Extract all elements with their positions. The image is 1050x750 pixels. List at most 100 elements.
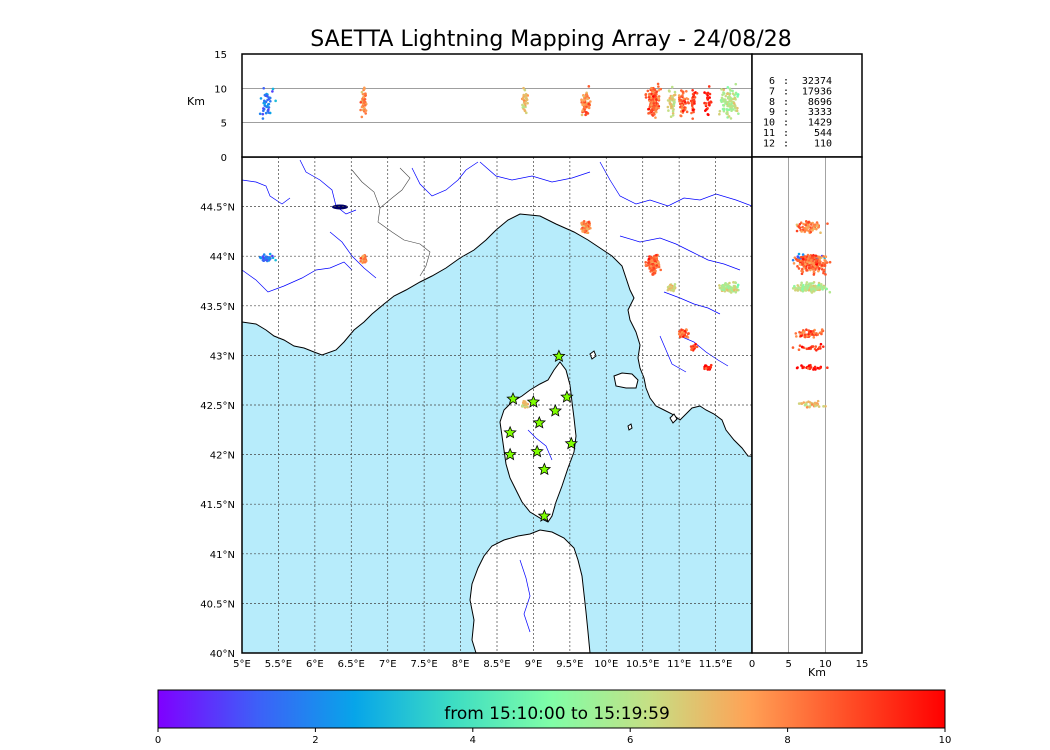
lightning-source bbox=[725, 286, 728, 289]
lightning-source bbox=[704, 103, 708, 106]
lightning-source bbox=[704, 108, 708, 111]
lightning-source bbox=[816, 347, 820, 351]
lightning-source bbox=[806, 223, 810, 227]
lightning-source bbox=[724, 94, 728, 98]
lat-tick-label: 44°N bbox=[210, 252, 235, 263]
lightning-source bbox=[729, 97, 733, 100]
lightning-source bbox=[820, 264, 823, 267]
lightning-source bbox=[682, 97, 685, 101]
lightning-source bbox=[817, 287, 820, 290]
lightning-source bbox=[805, 328, 808, 331]
lightning-source bbox=[703, 91, 706, 94]
lightning-source bbox=[673, 93, 677, 97]
lon-tick-label: 6.5°E bbox=[338, 659, 365, 670]
lightning-source bbox=[584, 223, 587, 226]
lightning-source bbox=[722, 88, 726, 92]
lightning-source bbox=[734, 290, 738, 294]
lightning-source bbox=[360, 115, 364, 119]
elba-island bbox=[613, 372, 639, 389]
lightning-source bbox=[806, 226, 809, 230]
lightning-source bbox=[363, 257, 367, 260]
lightning-source bbox=[811, 329, 815, 333]
lon-tick-label: 8.5°E bbox=[483, 659, 510, 670]
map-grid bbox=[242, 157, 752, 653]
lightning-source bbox=[649, 96, 653, 100]
lightning-source bbox=[691, 346, 694, 349]
count-station-label: 9 bbox=[769, 107, 775, 118]
lightning-source bbox=[362, 95, 365, 99]
lightning-source bbox=[795, 366, 799, 370]
lightning-source bbox=[363, 86, 366, 90]
counts-list: 6:323747:179368:86969:333310:142911:5441… bbox=[763, 76, 832, 149]
lightning-source bbox=[262, 253, 266, 256]
lightning-source bbox=[812, 331, 816, 335]
lightning-source bbox=[692, 110, 695, 114]
lightning-source bbox=[730, 104, 734, 108]
altitude-tick-label: 5 bbox=[785, 659, 791, 670]
lightning-source bbox=[657, 89, 661, 92]
lightning-source bbox=[805, 334, 809, 338]
altitude-tick-label: 5 bbox=[221, 119, 227, 130]
altitude-tick-label: 15 bbox=[214, 50, 227, 61]
lightning-source bbox=[258, 112, 262, 116]
lightning-source bbox=[817, 260, 821, 263]
lightning-source bbox=[691, 117, 694, 120]
lat-tick-label: 40.5°N bbox=[200, 599, 235, 610]
lightning-source bbox=[523, 102, 527, 106]
lightning-source bbox=[680, 89, 683, 92]
lightning-source bbox=[728, 95, 731, 98]
lightning-source bbox=[655, 253, 658, 257]
lightning-source bbox=[726, 283, 730, 286]
count-value: 32374 bbox=[802, 76, 832, 87]
lightning-source bbox=[269, 99, 272, 103]
count-separator: : bbox=[783, 118, 789, 129]
lightning-source bbox=[644, 93, 648, 97]
altitude-tick-label: 10 bbox=[819, 659, 832, 670]
lightning-source bbox=[720, 100, 723, 104]
lightning-source bbox=[671, 113, 675, 117]
lightning-source bbox=[709, 363, 713, 367]
lightning-source bbox=[580, 98, 583, 102]
lightning-source bbox=[652, 87, 655, 91]
lightning-source bbox=[670, 95, 674, 98]
lightning-source bbox=[811, 229, 814, 232]
lightning-source bbox=[796, 284, 799, 287]
lightning-source bbox=[681, 109, 685, 113]
lightning-source bbox=[817, 255, 821, 259]
lightning-source bbox=[524, 94, 527, 98]
lightning-source bbox=[526, 94, 530, 97]
lightning-source bbox=[263, 102, 266, 105]
lightning-source bbox=[820, 328, 824, 331]
lightning-source bbox=[791, 287, 795, 290]
lightning-source bbox=[652, 266, 656, 270]
lightning-source bbox=[652, 264, 656, 268]
lat-tick-label: 44.5°N bbox=[200, 203, 235, 214]
lightning-source bbox=[802, 222, 805, 226]
lightning-source bbox=[650, 86, 653, 90]
lightning-source bbox=[695, 91, 699, 95]
lightning-source bbox=[667, 89, 671, 92]
lightning-source bbox=[686, 332, 690, 336]
station-count-panel: 6:323747:179368:86969:333310:142911:5441… bbox=[751, 53, 863, 158]
lightning-source bbox=[359, 259, 362, 263]
lightning-source bbox=[732, 280, 735, 284]
count-value: 544 bbox=[814, 128, 832, 139]
lightning-source bbox=[364, 109, 368, 112]
lightning-source bbox=[266, 103, 270, 106]
lightning-source bbox=[523, 400, 527, 403]
lightning-source bbox=[801, 366, 804, 370]
lightning-source bbox=[801, 225, 804, 229]
mainland-land bbox=[242, 157, 752, 457]
lightning-source bbox=[721, 287, 724, 290]
lightning-source bbox=[813, 285, 817, 288]
lightning-source bbox=[804, 402, 808, 406]
lightning-source bbox=[805, 260, 809, 263]
lightning-source bbox=[825, 261, 829, 264]
lightning-source bbox=[707, 85, 711, 88]
lightning-source bbox=[794, 288, 797, 292]
lightning-source bbox=[654, 116, 657, 119]
lightning-source bbox=[651, 273, 654, 276]
lightning-source bbox=[793, 284, 796, 288]
lightning-source bbox=[263, 100, 266, 103]
